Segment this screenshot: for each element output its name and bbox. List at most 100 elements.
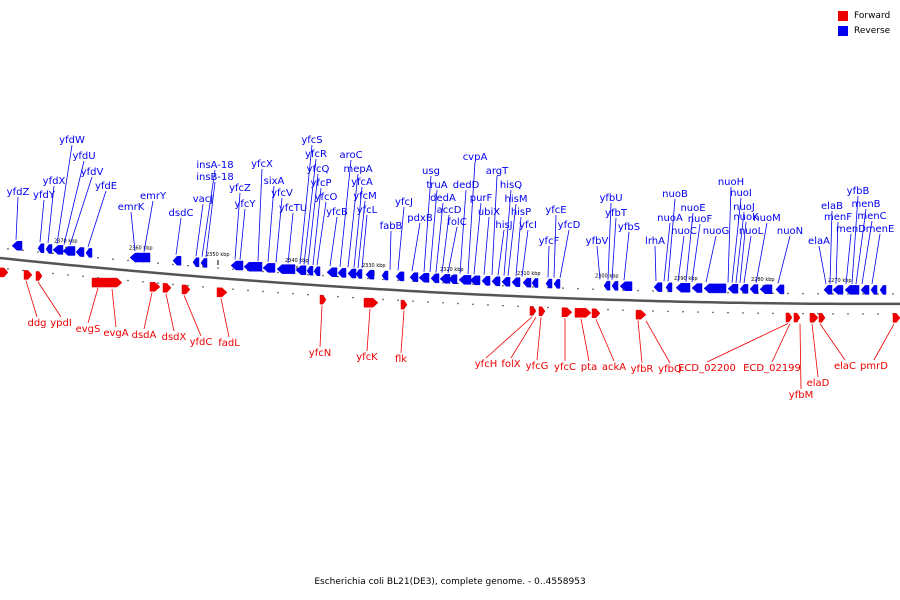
gene-leader-line (353, 186, 363, 268)
forward-gene-arrow (892, 313, 900, 323)
gene-label: yfcY (234, 199, 256, 210)
reverse-gene-arrow (75, 247, 85, 257)
gene-label: elaB (821, 201, 843, 212)
reverse-gene-arrow (230, 260, 244, 271)
scale-dot (292, 292, 294, 295)
scale-dot (187, 264, 189, 267)
reverse-gene-arrow (262, 263, 276, 273)
gene-label: yfdX (43, 176, 66, 187)
scale-dot (52, 252, 54, 255)
scale-dot (622, 289, 624, 291)
gene-leader-line (497, 229, 505, 276)
gene-leader-line (87, 287, 99, 324)
scale-label: 2320 kbp (440, 267, 464, 273)
gene-leader-line (361, 214, 368, 269)
forward-gene-arrow (216, 287, 228, 298)
gene-label: yfcZ (229, 183, 251, 194)
scale-dot (307, 273, 309, 276)
reverse-gene-arrow (11, 241, 23, 251)
gene-label: ECD_02200 (678, 363, 736, 374)
scale-dot (502, 304, 504, 307)
gene-label: yfbM (789, 390, 813, 401)
gene-label: emrK (118, 202, 145, 213)
gene-leader-line (87, 190, 107, 247)
gene-leader-line (473, 202, 482, 275)
forward-gene-arrow (793, 312, 801, 323)
gene-leader-line (507, 203, 517, 276)
scale-dot (382, 298, 384, 301)
gene-leader-line (607, 202, 612, 280)
reverse-gene-arrow (501, 277, 511, 287)
gene-leader-line (366, 308, 371, 352)
scale-dot (337, 275, 339, 278)
gene-leader-line (47, 185, 55, 243)
legend-reverse-swatch (838, 25, 848, 36)
gene-leader-line (239, 208, 246, 260)
gene-leader-line (37, 281, 62, 318)
gene-label: yfcTU (279, 203, 307, 214)
gene-label: evgA (103, 328, 128, 339)
scale-dot (397, 279, 399, 282)
gene-label: yfcO (315, 192, 338, 203)
gene-leader-line (347, 173, 359, 268)
scale-dot (892, 293, 894, 295)
scale-dot (817, 292, 819, 295)
gene-label: yfcP (311, 178, 332, 189)
reverse-gene-arrow (172, 255, 182, 266)
gene-label: yfcV (271, 188, 293, 199)
gene-leader-line (183, 295, 202, 337)
scale-dot (517, 305, 519, 308)
reverse-gene-arrow (844, 285, 860, 295)
gene-leader-line (69, 176, 93, 246)
scale-dot (457, 302, 459, 305)
gene-label: ackA (602, 362, 626, 373)
reverse-gene-arrow (727, 283, 739, 294)
gene-label: truA (426, 180, 447, 191)
gene-leader-line (871, 233, 881, 285)
scale-dot (847, 293, 849, 295)
gene-label: accD (437, 205, 462, 216)
forward-gene-arrow (319, 294, 327, 305)
scale-dot (802, 312, 804, 315)
gene-leader-line (275, 197, 283, 263)
scale-dot (547, 306, 549, 309)
gene-label: elaA (808, 236, 830, 247)
gene-label: usg (422, 166, 440, 177)
legend-forward: Forward (838, 8, 890, 23)
reverse-gene-arrow (52, 245, 64, 255)
scale-dot (37, 251, 39, 253)
gene-label: yfcH (475, 359, 497, 370)
gene-label: yfdU (72, 151, 95, 162)
gene-leader-line (771, 323, 791, 363)
scale-dot (532, 286, 534, 288)
reverse-gene-arrow (45, 244, 53, 254)
gene-leader-line (645, 320, 671, 364)
gene-leader-line (357, 200, 366, 268)
reverse-gene-arrow (347, 268, 357, 279)
forward-gene-arrow (574, 308, 592, 318)
gene-label: aroC (339, 150, 362, 161)
scale-label: 2340 kbp (285, 258, 309, 264)
reverse-gene-arrow (337, 268, 347, 278)
scale-dot (232, 288, 234, 291)
legend-reverse-label: Reverse (854, 25, 891, 36)
scale-dot (442, 301, 444, 304)
gene-label: argT (486, 166, 509, 177)
scale-dot (277, 271, 279, 274)
gene-label: yfcG (526, 361, 549, 372)
gene-leader-line (316, 201, 327, 266)
scale-label: 2360 kbp (129, 246, 153, 252)
gene-leader-line (667, 198, 676, 282)
scale-dot (322, 274, 324, 277)
gene-label: yfcR (305, 149, 327, 160)
scale-dot (22, 269, 24, 272)
gene-leader-line (400, 310, 405, 354)
gene-label: hisQ (500, 180, 522, 191)
reverse-gene-arrow (469, 275, 481, 286)
reverse-gene-arrow (832, 285, 844, 295)
gene-leader-line (143, 292, 153, 330)
scale-dot (487, 304, 489, 306)
scale-dot (142, 280, 144, 283)
reverse-gene-arrow (665, 282, 673, 293)
gene-label: yfbS (618, 222, 640, 233)
